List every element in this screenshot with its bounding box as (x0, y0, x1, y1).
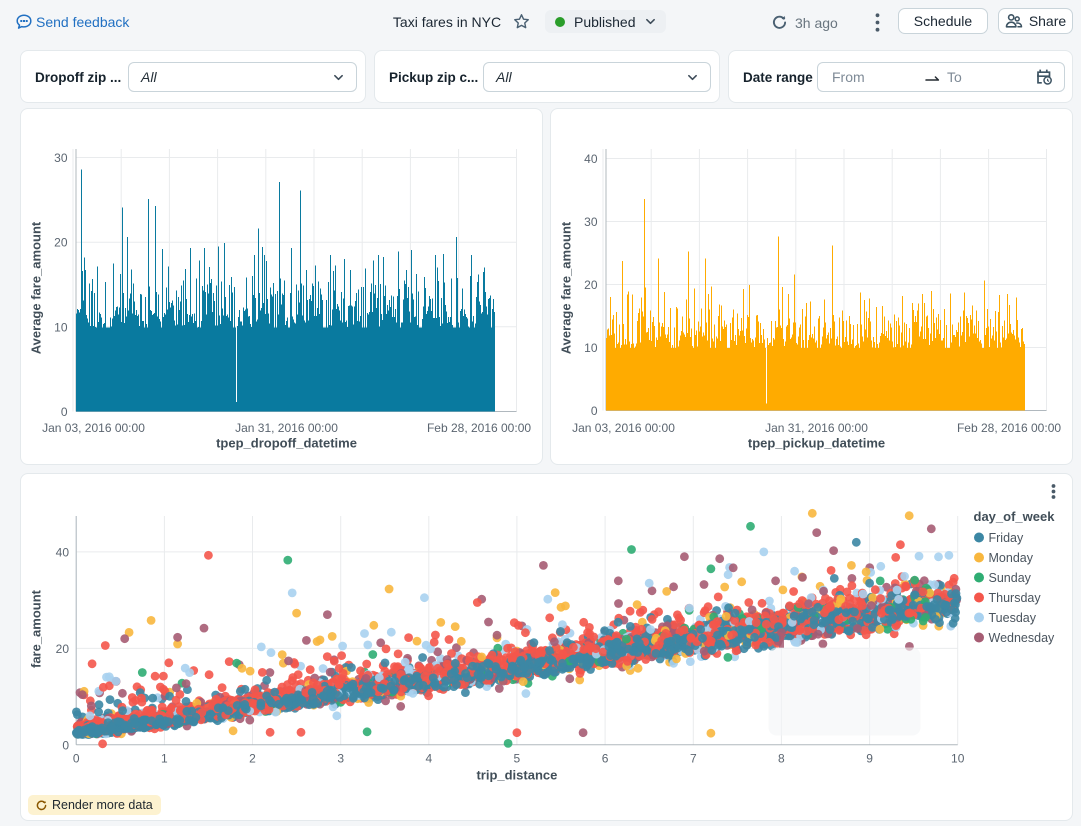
svg-text:Feb 28, 2016 00:00: Feb 28, 2016 00:00 (957, 421, 1061, 435)
svg-text:30: 30 (584, 215, 598, 229)
svg-text:40: 40 (584, 152, 598, 166)
svg-text:Jan 31, 2016 00:00: Jan 31, 2016 00:00 (765, 421, 868, 435)
svg-text:Average fare_amount: Average fare_amount (559, 221, 574, 354)
svg-text:10: 10 (54, 320, 68, 334)
svg-text:0: 0 (61, 405, 68, 419)
svg-text:Jan 31, 2016 00:00: Jan 31, 2016 00:00 (235, 421, 338, 435)
svg-text:20: 20 (54, 236, 68, 250)
svg-text:10: 10 (584, 341, 598, 355)
svg-text:0: 0 (591, 404, 598, 418)
svg-text:30: 30 (54, 151, 68, 165)
svg-text:Average fare_amount: Average fare_amount (29, 221, 44, 354)
svg-text:tpep_pickup_datetime: tpep_pickup_datetime (748, 436, 885, 451)
svg-text:Jan 03, 2016 00:00: Jan 03, 2016 00:00 (572, 421, 675, 435)
svg-text:Feb 28, 2016 00:00: Feb 28, 2016 00:00 (427, 421, 531, 435)
svg-text:20: 20 (584, 278, 598, 292)
svg-text:Jan 03, 2016 00:00: Jan 03, 2016 00:00 (42, 421, 145, 435)
svg-text:tpep_dropoff_datetime: tpep_dropoff_datetime (216, 436, 357, 451)
